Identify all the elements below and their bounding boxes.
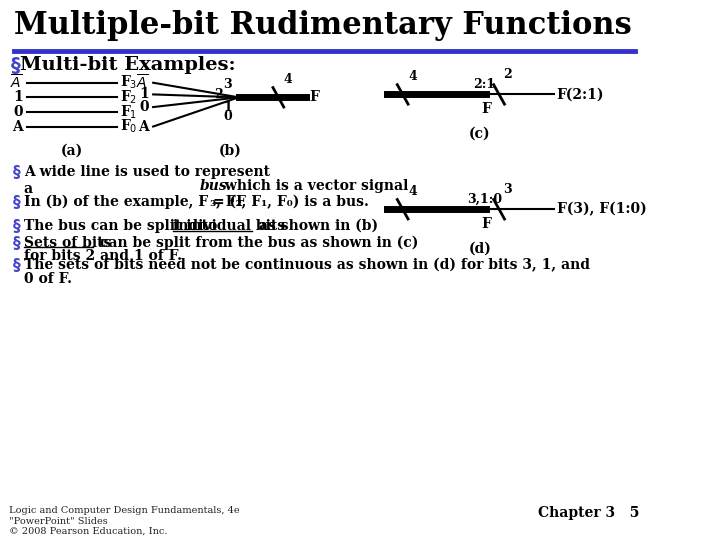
Text: In (b) of the example, F = (F: In (b) of the example, F = (F <box>24 194 246 209</box>
Text: A: A <box>138 119 148 133</box>
Text: §: § <box>13 165 20 180</box>
Text: 0 of F.: 0 of F. <box>24 272 72 286</box>
Text: F$_0$: F$_0$ <box>120 118 138 135</box>
Text: bus: bus <box>200 179 228 193</box>
Text: §: § <box>11 57 21 76</box>
Text: for bits 2 and 1 of F.: for bits 2 and 1 of F. <box>24 249 182 263</box>
Text: (a): (a) <box>61 144 84 158</box>
Text: F: F <box>309 90 319 104</box>
Text: 4: 4 <box>408 185 417 198</box>
Text: ₃, F₂, F₁, F₀) is a bus.: ₃, F₂, F₁, F₀) is a bus. <box>210 194 369 209</box>
Text: §: § <box>13 258 20 273</box>
Text: $\overline{A}$: $\overline{A}$ <box>10 73 22 92</box>
Text: (c): (c) <box>469 126 490 140</box>
Text: A: A <box>12 119 22 133</box>
Text: Multi-bit Examples:: Multi-bit Examples: <box>20 57 235 75</box>
Text: which is a vector signal: which is a vector signal <box>220 179 408 193</box>
Text: 4: 4 <box>408 70 417 83</box>
Text: as shown in (b): as shown in (b) <box>254 219 378 233</box>
Text: $\overline{A}$: $\overline{A}$ <box>136 73 148 92</box>
Text: 2: 2 <box>215 88 223 101</box>
Text: A wide line is used to represent
a: A wide line is used to represent a <box>24 165 270 195</box>
Text: F(3), F(1:0): F(3), F(1:0) <box>557 202 647 217</box>
Text: 1: 1 <box>139 87 148 102</box>
Text: (d): (d) <box>468 241 491 255</box>
Text: §: § <box>13 219 20 234</box>
Text: 2: 2 <box>503 68 513 81</box>
Text: Multiple-bit Rudimentary Functions: Multiple-bit Rudimentary Functions <box>14 10 631 40</box>
Text: F$_1$: F$_1$ <box>120 103 137 120</box>
Text: 0: 0 <box>139 100 148 114</box>
Text: 3: 3 <box>503 183 512 195</box>
Text: The sets of bits need not be continuous as shown in (d) for bits 3, 1, and: The sets of bits need not be continuous … <box>24 258 590 272</box>
Text: Chapter 3   5: Chapter 3 5 <box>539 506 639 520</box>
Text: 0: 0 <box>13 105 22 119</box>
Text: 2:1: 2:1 <box>474 78 496 91</box>
Text: 1: 1 <box>223 100 232 113</box>
Text: 4: 4 <box>284 73 292 86</box>
Text: (b): (b) <box>218 144 241 158</box>
Text: 3: 3 <box>223 78 232 91</box>
Text: individual bits: individual bits <box>173 219 285 233</box>
Text: F(2:1): F(2:1) <box>557 87 604 102</box>
Text: F$_2$: F$_2$ <box>120 89 137 106</box>
Text: §: § <box>13 194 20 210</box>
Text: can be split from the bus as shown in (c): can be split from the bus as shown in (c… <box>94 235 418 250</box>
Text: 0: 0 <box>223 110 232 123</box>
Text: F: F <box>482 102 492 116</box>
Text: The bus can be split into: The bus can be split into <box>24 219 222 233</box>
Text: F$_3$: F$_3$ <box>120 74 138 91</box>
Text: Logic and Computer Design Fundamentals, 4e
"PowerPoint" Slides
© 2008 Pearson Ed: Logic and Computer Design Fundamentals, … <box>9 506 240 536</box>
Text: F: F <box>482 217 492 231</box>
Text: Sets of bits: Sets of bits <box>24 235 112 249</box>
Text: §: § <box>13 235 20 251</box>
Text: 3,1:0: 3,1:0 <box>467 192 503 205</box>
Text: 1: 1 <box>13 90 22 104</box>
